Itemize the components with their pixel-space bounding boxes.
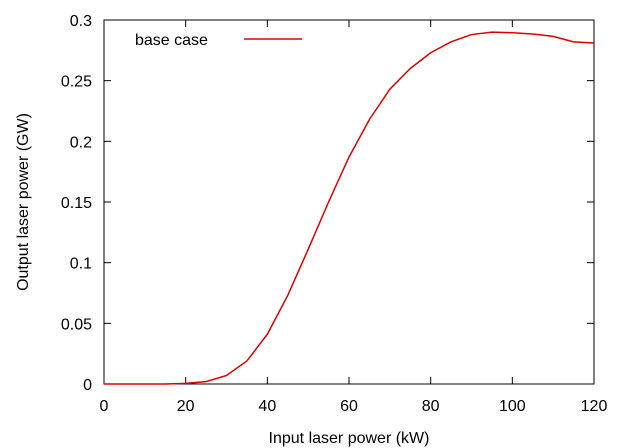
x-tick-label-6: 120: [581, 398, 608, 415]
y-tick-label-1: 0.05: [61, 316, 92, 333]
y-axis: 0 0.05 0.1 0.15 0.2 0.25 0.3: [61, 13, 594, 394]
y-tick-label-3: 0.15: [61, 195, 92, 212]
y-tick-label-2: 0.1: [70, 256, 92, 273]
y-tick-label-6: 0.3: [70, 13, 92, 30]
series-line-0: [104, 31, 595, 385]
legend-label-base-case: base case: [135, 32, 208, 49]
x-axis: 0 20 40 60 80 100 120: [100, 20, 608, 415]
y-tick-label-5: 0.25: [61, 74, 92, 91]
x-tick-label-5: 100: [499, 398, 526, 415]
x-tick-label-1: 20: [177, 398, 195, 415]
x-tick-label-3: 60: [340, 398, 358, 415]
x-tick-label-2: 40: [258, 398, 276, 415]
y-tick-label-4: 0.2: [70, 134, 92, 151]
x-tick-label-4: 80: [422, 398, 440, 415]
series-layer: [104, 31, 595, 385]
x-axis-title: Input laser power (kW): [269, 430, 430, 447]
plot-frame: [103, 19, 595, 385]
y-tick-label-0: 0: [83, 377, 92, 394]
legend: base case: [135, 32, 302, 49]
x-tick-label-0: 0: [100, 398, 109, 415]
plot-area: [103, 19, 595, 385]
y-axis-title: Output laser power (GW): [15, 113, 32, 291]
